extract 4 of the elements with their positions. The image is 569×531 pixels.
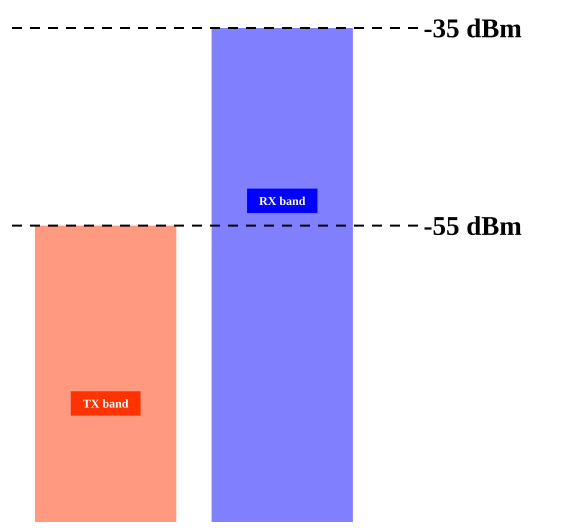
x-tick-label: RX band bbox=[259, 196, 306, 206]
ref-line-label: -35 dBm bbox=[424, 18, 522, 38]
ref-line-label: -55 dBm bbox=[424, 216, 522, 236]
x-tick-label: TX band bbox=[82, 399, 128, 408]
